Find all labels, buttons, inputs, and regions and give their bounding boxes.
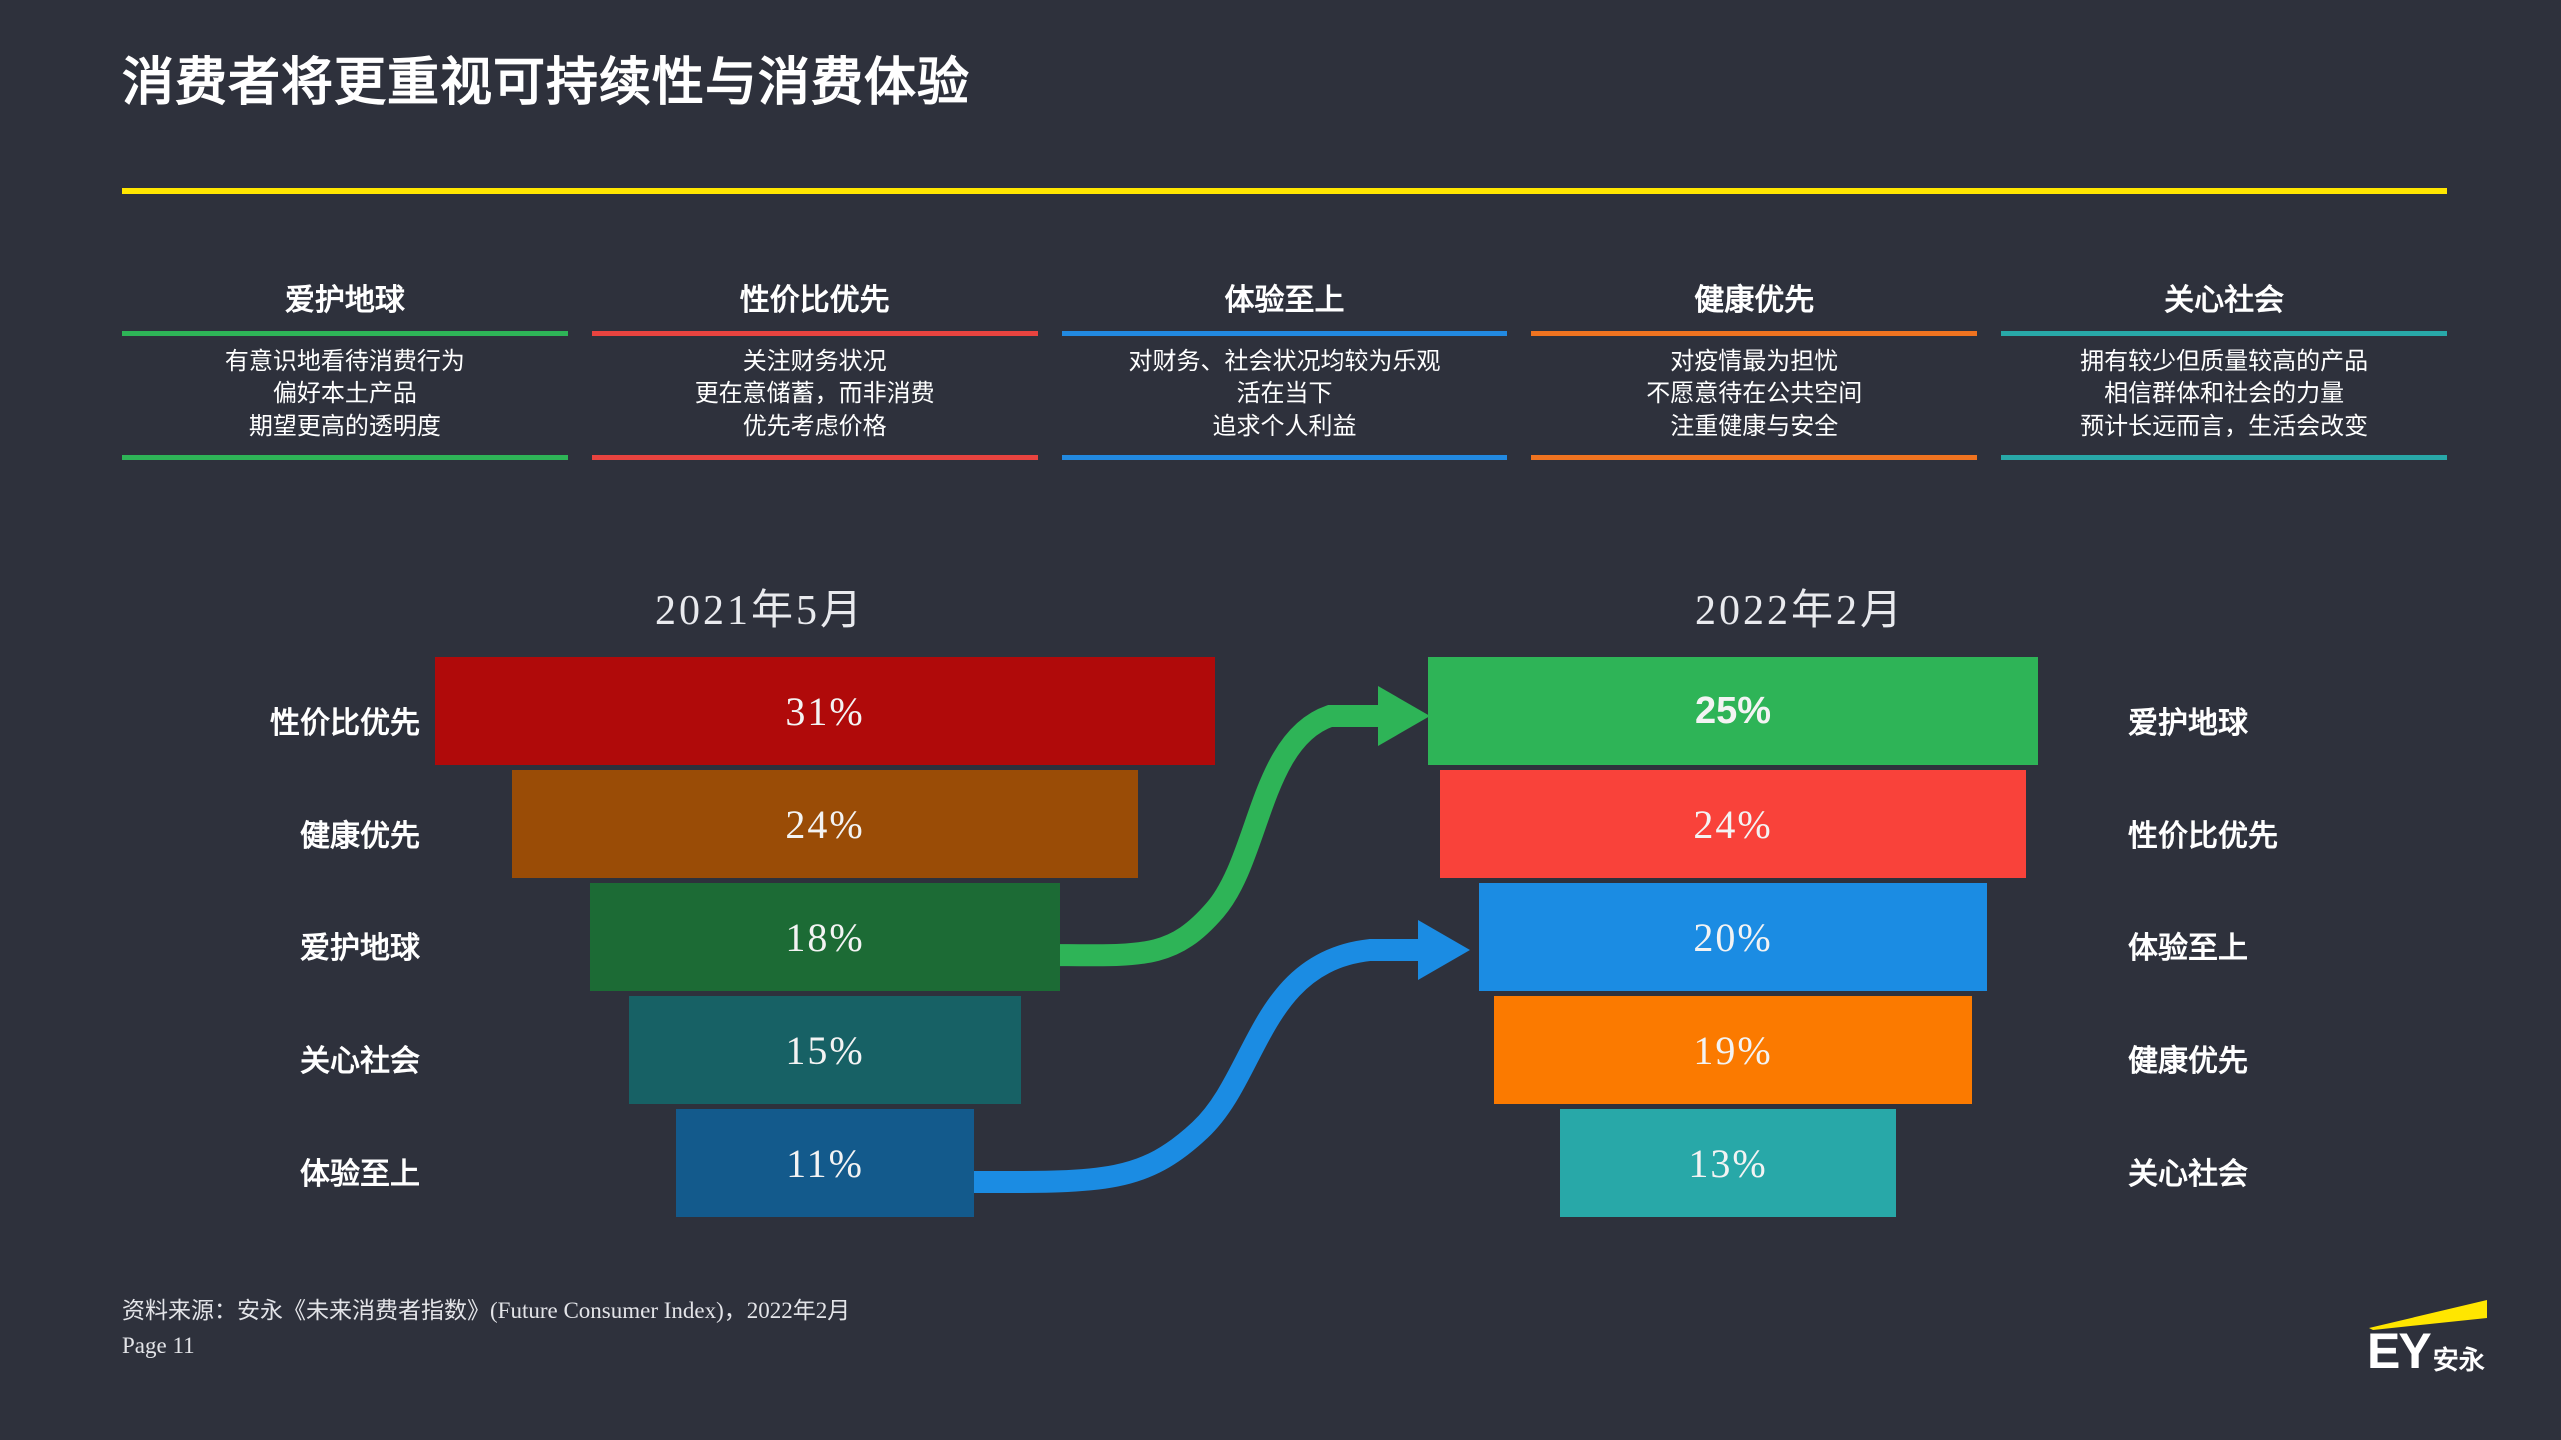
persona-card-affordability[interactable]: 性价比优先 关注财务状况 更在意储蓄，而非消费 优先考虑价格 bbox=[591, 282, 1038, 461]
funnel-left-bar-3[interactable]: 15% bbox=[629, 996, 1021, 1104]
title-divider bbox=[122, 188, 2447, 194]
source-note: 资料来源：安永《未来消费者指数》(Future Consumer Index)，… bbox=[122, 1297, 851, 1323]
persona-title: 性价比优先 bbox=[739, 284, 890, 317]
funnel-right-label-0: 爱护地球 bbox=[2128, 707, 2248, 740]
footer: 资料来源：安永《未来消费者指数》(Future Consumer Index)，… bbox=[122, 1293, 850, 1364]
funnel-right-bar-2[interactable]: 20% bbox=[1479, 883, 1987, 991]
funnel-left-bar-4[interactable]: 11% bbox=[676, 1109, 974, 1217]
persona-title: 爱护地球 bbox=[284, 284, 405, 317]
persona-trait: 不愿意待在公共空间 bbox=[1646, 380, 1863, 408]
funnel-right-bar-0[interactable]: 25% bbox=[1428, 657, 2038, 765]
funnel-right-label-3: 健康优先 bbox=[2128, 1045, 2248, 1078]
persona-trait: 有意识地看待消费行为 bbox=[224, 347, 465, 375]
funnel-left-label-0: 性价比优先 bbox=[270, 707, 420, 740]
persona-body: 对财务、社会状况均较为乐观 活在当下 追求个人利益 bbox=[1061, 330, 1508, 461]
ey-wordmark: EY 安永 bbox=[2367, 1323, 2485, 1379]
page-title: 消费者将更重视可持续性与消费体验 bbox=[122, 54, 971, 112]
funnel-right-bar-4[interactable]: 13% bbox=[1560, 1109, 1896, 1217]
persona-trait: 关注财务状况 bbox=[742, 347, 887, 375]
funnel-left-bar-2[interactable]: 18% bbox=[590, 883, 1060, 991]
funnel-left-bar-1[interactable]: 24% bbox=[512, 770, 1138, 878]
persona-trait: 优先考虑价格 bbox=[742, 413, 887, 441]
funnel-left-bar-0[interactable]: 31% bbox=[435, 657, 1215, 765]
persona-trait: 活在当下 bbox=[1236, 380, 1333, 408]
persona-body: 有意识地看待消费行为 偏好本土产品 期望更高的透明度 bbox=[122, 330, 568, 461]
persona-trait: 相信群体和社会的力量 bbox=[2104, 380, 2345, 408]
persona-body: 关注财务状况 更在意储蓄，而非消费 优先考虑价格 bbox=[591, 330, 1038, 461]
persona-card-row: 爱护地球 有意识地看待消费行为 偏好本土产品 期望更高的透明度 性价比优先 关注… bbox=[122, 282, 2447, 461]
persona-trait: 拥有较少但质量较高的产品 bbox=[2080, 347, 2369, 375]
persona-trait: 追求个人利益 bbox=[1212, 413, 1357, 441]
persona-trait: 对疫情最为担忧 bbox=[1670, 347, 1839, 375]
persona-trait: 更在意储蓄，而非消费 bbox=[694, 380, 935, 408]
ey-beam-icon bbox=[2369, 1300, 2487, 1330]
persona-card-health[interactable]: 健康优先 对疫情最为担忧 不愿意待在公共空间 注重健康与安全 bbox=[1531, 282, 1978, 461]
persona-title: 健康优先 bbox=[1694, 284, 1815, 317]
funnel-right-bar-3[interactable]: 19% bbox=[1494, 996, 1972, 1104]
funnel-right-label-2: 体验至上 bbox=[2128, 932, 2248, 965]
persona-title: 体验至上 bbox=[1224, 284, 1345, 317]
funnel-heading-2022: 2022年2月 bbox=[1694, 588, 1905, 634]
ey-chinese-name: 安永 bbox=[2432, 1344, 2485, 1375]
funnel-right-label-4: 关心社会 bbox=[2128, 1158, 2248, 1191]
ey-letters: EY bbox=[2367, 1323, 2432, 1379]
persona-trait: 预计长远而言，生活会改变 bbox=[2080, 413, 2369, 441]
persona-trait: 对财务、社会状况均较为乐观 bbox=[1128, 347, 1441, 375]
persona-card-society[interactable]: 关心社会 拥有较少但质量较高的产品 相信群体和社会的力量 预计长远而言，生活会改… bbox=[2001, 282, 2447, 461]
persona-trait: 注重健康与安全 bbox=[1670, 413, 1839, 441]
page-number: Page 11 bbox=[122, 1333, 195, 1359]
persona-trait: 偏好本土产品 bbox=[272, 380, 417, 408]
persona-trait: 期望更高的透明度 bbox=[248, 413, 441, 441]
funnel-left-label-2: 爱护地球 bbox=[300, 932, 420, 965]
persona-card-planet[interactable]: 爱护地球 有意识地看待消费行为 偏好本土产品 期望更高的透明度 bbox=[122, 282, 568, 461]
funnel-right-bar-1[interactable]: 24% bbox=[1440, 770, 2026, 878]
persona-card-experience[interactable]: 体验至上 对财务、社会状况均较为乐观 活在当下 追求个人利益 bbox=[1061, 282, 1508, 461]
funnel-right-label-1: 性价比优先 bbox=[2128, 820, 2278, 853]
persona-title: 关心社会 bbox=[2164, 284, 2285, 317]
persona-body: 对疫情最为担忧 不愿意待在公共空间 注重健康与安全 bbox=[1531, 330, 1978, 461]
funnel-heading-2021: 2021年5月 bbox=[654, 588, 865, 634]
funnel-left-label-1: 健康优先 bbox=[300, 820, 420, 853]
persona-body: 拥有较少但质量较高的产品 相信群体和社会的力量 预计长远而言，生活会改变 bbox=[2001, 330, 2447, 461]
funnel-left-label-3: 关心社会 bbox=[300, 1045, 420, 1078]
ey-logo: EY 安永 bbox=[2363, 1298, 2495, 1382]
funnel-left-label-4: 体验至上 bbox=[300, 1158, 420, 1191]
